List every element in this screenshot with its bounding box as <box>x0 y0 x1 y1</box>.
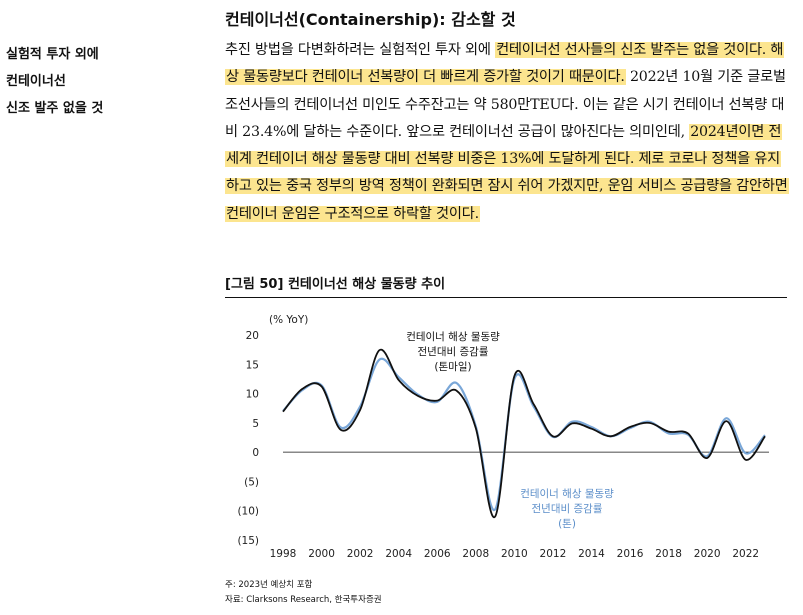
x-tick-label: 2016 <box>617 548 644 560</box>
y-tick-label: 20 <box>246 330 259 342</box>
x-tick-label: 2018 <box>655 548 682 560</box>
sidebar-summary: 실험적 투자 외에 컨테이너선 신조 발주 없을 것 <box>6 41 103 122</box>
x-tick-label: 1998 <box>270 548 297 560</box>
annotation-ton-line: 컨테이너 해상 물동량 <box>520 487 614 500</box>
y-tick-label: 10 <box>246 389 259 401</box>
y-tick-label: 5 <box>252 418 259 430</box>
x-tick-label: 2000 <box>308 548 335 560</box>
figure-source: 자료: Clarksons Research, 한국투자증권 <box>225 595 382 605</box>
x-tick-label: 2004 <box>385 548 412 560</box>
x-tick-label: 2022 <box>732 548 759 560</box>
y-tick-label: (10) <box>237 506 259 518</box>
y-tick-label: (15) <box>237 535 259 547</box>
annotation-tonmile-line: (톤마일) <box>434 360 471 373</box>
y-tick-label: 0 <box>252 447 259 459</box>
annotation-ton-line: (톤) <box>558 518 576 530</box>
x-tick-label: 2020 <box>694 548 721 560</box>
sidebar-line: 실험적 투자 외에 <box>6 47 99 62</box>
figure-title: [그림 50] 컨테이너선 해상 물동량 추이 <box>225 273 787 298</box>
y-axis-label: (% YoY) <box>269 314 308 326</box>
x-tick-label: 2002 <box>347 548 374 560</box>
y-tick-label: 15 <box>246 359 259 371</box>
annotation-tonmile-line: 전년대비 증감률 <box>418 346 489 358</box>
line-chart: (% YoY) 20 15 10 5 0 (5) (10) (15) 1998 2000 2002 20… <box>237 314 769 560</box>
x-tick-label: 2006 <box>424 548 451 560</box>
body-paragraph: 추진 방법을 다변화하려는 실험적인 투자 외에 컨테이너선 선사들의 신조 발… <box>225 37 791 228</box>
x-tick-label: 2008 <box>462 548 489 560</box>
text-run: 2022년 10월 기준 글로벌 조선사들의 컨테이너선 미인도 수주잔고는 약… <box>225 69 786 140</box>
annotation-tonmile-line: 컨테이너 해상 물동량 <box>406 330 500 343</box>
sidebar-line: 신조 발주 없을 것 <box>6 101 104 116</box>
figure-note: 주: 2023년 예상치 포함 <box>225 580 313 590</box>
series-line-tonmile <box>282 348 766 518</box>
y-tick-label: (5) <box>244 476 259 488</box>
x-tick-label: 2014 <box>578 548 605 560</box>
annotation-ton-line: 전년대비 증감률 <box>532 503 603 515</box>
section-heading: 컨테이너선(Containership): 감소할 것 <box>225 10 516 29</box>
x-tick-label: 2010 <box>501 548 528 560</box>
sidebar-line: 컨테이너선 <box>6 74 66 89</box>
x-tick-label: 2012 <box>540 548 567 560</box>
text-run: 추진 방법을 다변화하려는 실험적인 투자 외에 <box>225 42 496 58</box>
